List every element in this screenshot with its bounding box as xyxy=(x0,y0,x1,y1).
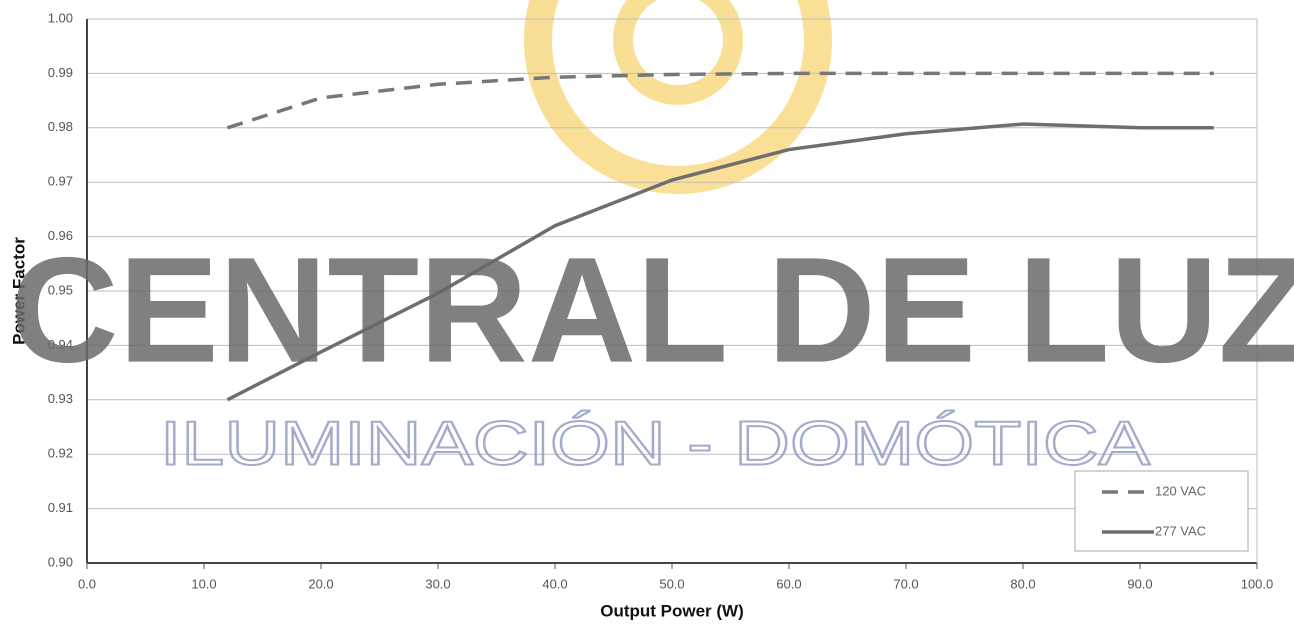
legend-label: 277 VAC xyxy=(1155,523,1206,538)
y-tick-label: 0.93 xyxy=(48,391,73,406)
watermark-title: CENTRAL DE LUZ xyxy=(10,226,1294,394)
x-axis-title: Output Power (W) xyxy=(600,601,744,620)
y-tick-label: 1.00 xyxy=(48,10,73,25)
x-tick-label: 100.0 xyxy=(1241,576,1274,591)
x-tick-label: 60.0 xyxy=(776,576,801,591)
y-tick-label: 0.98 xyxy=(48,119,73,134)
y-tick-label: 0.90 xyxy=(48,554,73,569)
series-line xyxy=(226,71,1214,130)
series-line xyxy=(226,122,1214,402)
y-tick-label: 0.92 xyxy=(48,446,73,461)
legend-box xyxy=(1074,470,1249,552)
x-tick-label: 40.0 xyxy=(542,576,567,591)
x-tick-label: 70.0 xyxy=(893,576,918,591)
y-tick-label: 0.97 xyxy=(48,174,73,189)
y-tick-label: 0.95 xyxy=(48,282,73,297)
x-tick-label: 50.0 xyxy=(659,576,684,591)
y-axis-title: Power Factor xyxy=(9,237,28,345)
y-tick-label: 0.94 xyxy=(48,337,73,352)
x-tick-label: 20.0 xyxy=(308,576,333,591)
x-tick-label: 10.0 xyxy=(191,576,216,591)
legend-label: 120 VAC xyxy=(1155,483,1206,498)
x-tick-label: 90.0 xyxy=(1127,576,1152,591)
x-tick-label: 80.0 xyxy=(1010,576,1035,591)
y-tick-label: 0.96 xyxy=(48,228,73,243)
x-tick-label: 0.0 xyxy=(78,576,96,591)
legend: 120 VAC 277 VAC xyxy=(1074,470,1249,552)
x-tick-label: 30.0 xyxy=(425,576,450,591)
watermark-subtitle: ILUMINACIÓN - DOMÓTICA xyxy=(160,409,1151,478)
y-tick-label: 0.99 xyxy=(48,65,73,80)
y-tick-label: 0.91 xyxy=(48,500,73,515)
